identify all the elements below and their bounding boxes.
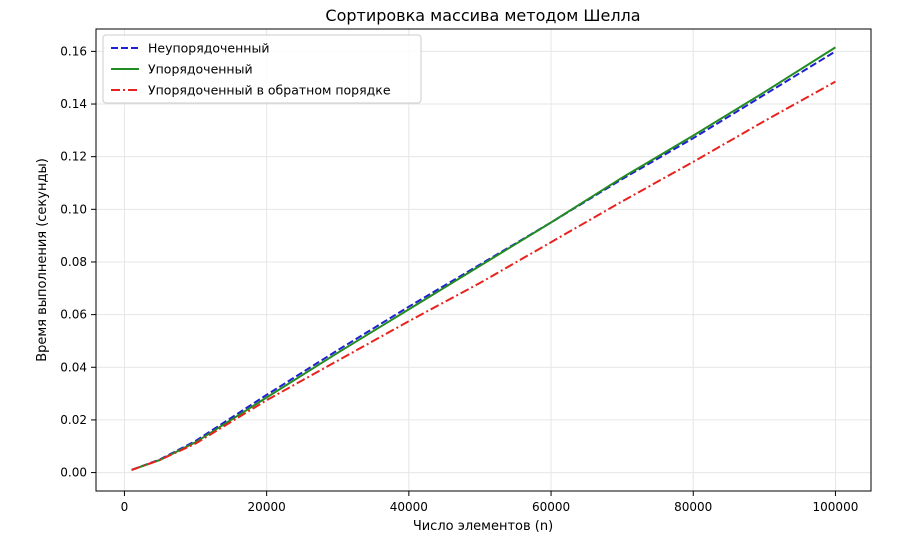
x-axis-label: Число элементов (n) bbox=[413, 519, 553, 534]
legend-label-1: Упорядоченный bbox=[148, 62, 253, 77]
y-tick-label: 0.14 bbox=[60, 97, 87, 111]
x-tick-label: 20000 bbox=[248, 500, 286, 514]
series-layer bbox=[131, 46, 836, 471]
series-line-0 bbox=[131, 50, 836, 471]
grid bbox=[96, 29, 871, 491]
chart-title: Сортировка массива методом Шелла bbox=[325, 6, 640, 25]
y-tick-label: 0.08 bbox=[60, 255, 87, 269]
x-tick-label: 100000 bbox=[813, 500, 859, 514]
y-tick-label: 0.10 bbox=[60, 202, 87, 216]
legend-box bbox=[102, 34, 422, 104]
y-tick-label: 0.00 bbox=[60, 466, 87, 480]
y-tick-label: 0.04 bbox=[60, 360, 87, 374]
ticks: 0 20000 40000 60000 80000 100000 0.00 0.02 0.04 0… bbox=[60, 44, 858, 514]
series-line-2 bbox=[131, 80, 836, 471]
y-tick-label: 0.06 bbox=[60, 308, 87, 322]
x-tick-label: 60000 bbox=[532, 500, 570, 514]
plot-frame bbox=[95, 28, 872, 492]
legend-label-0: Неупорядоченный bbox=[148, 41, 269, 56]
y-tick-label: 0.16 bbox=[60, 44, 87, 58]
y-axis-label: Время выполнения (секунды) bbox=[35, 158, 50, 362]
y-tick-label: 0.02 bbox=[60, 413, 87, 427]
x-tick-label: 80000 bbox=[674, 500, 712, 514]
x-tick-label: 40000 bbox=[390, 500, 428, 514]
legend-label-2: Упорядоченный в обратном порядке bbox=[148, 83, 391, 98]
y-tick-label: 0.12 bbox=[60, 150, 87, 164]
x-tick-label: 0 bbox=[121, 500, 129, 514]
legend: Неупорядоченный Упорядоченный Упорядоченны… bbox=[102, 34, 422, 104]
